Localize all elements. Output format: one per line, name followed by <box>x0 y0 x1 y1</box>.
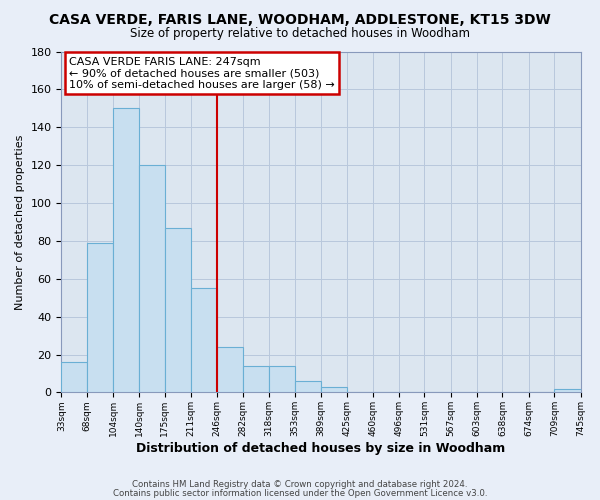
Bar <box>269 366 295 392</box>
X-axis label: Distribution of detached houses by size in Woodham: Distribution of detached houses by size … <box>136 442 506 455</box>
Y-axis label: Number of detached properties: Number of detached properties <box>15 134 25 310</box>
Bar <box>139 165 165 392</box>
Bar <box>61 362 87 392</box>
Bar <box>113 108 139 393</box>
Bar <box>321 386 347 392</box>
Bar <box>87 243 113 392</box>
Text: Contains HM Land Registry data © Crown copyright and database right 2024.: Contains HM Land Registry data © Crown c… <box>132 480 468 489</box>
Bar <box>217 347 243 393</box>
Bar <box>295 381 321 392</box>
Text: Size of property relative to detached houses in Woodham: Size of property relative to detached ho… <box>130 28 470 40</box>
Text: Contains public sector information licensed under the Open Government Licence v3: Contains public sector information licen… <box>113 488 487 498</box>
Bar <box>243 366 269 392</box>
Bar <box>554 388 581 392</box>
Bar <box>191 288 217 393</box>
Bar <box>165 228 191 392</box>
Text: CASA VERDE, FARIS LANE, WOODHAM, ADDLESTONE, KT15 3DW: CASA VERDE, FARIS LANE, WOODHAM, ADDLEST… <box>49 12 551 26</box>
Text: CASA VERDE FARIS LANE: 247sqm
← 90% of detached houses are smaller (503)
10% of : CASA VERDE FARIS LANE: 247sqm ← 90% of d… <box>69 56 335 90</box>
